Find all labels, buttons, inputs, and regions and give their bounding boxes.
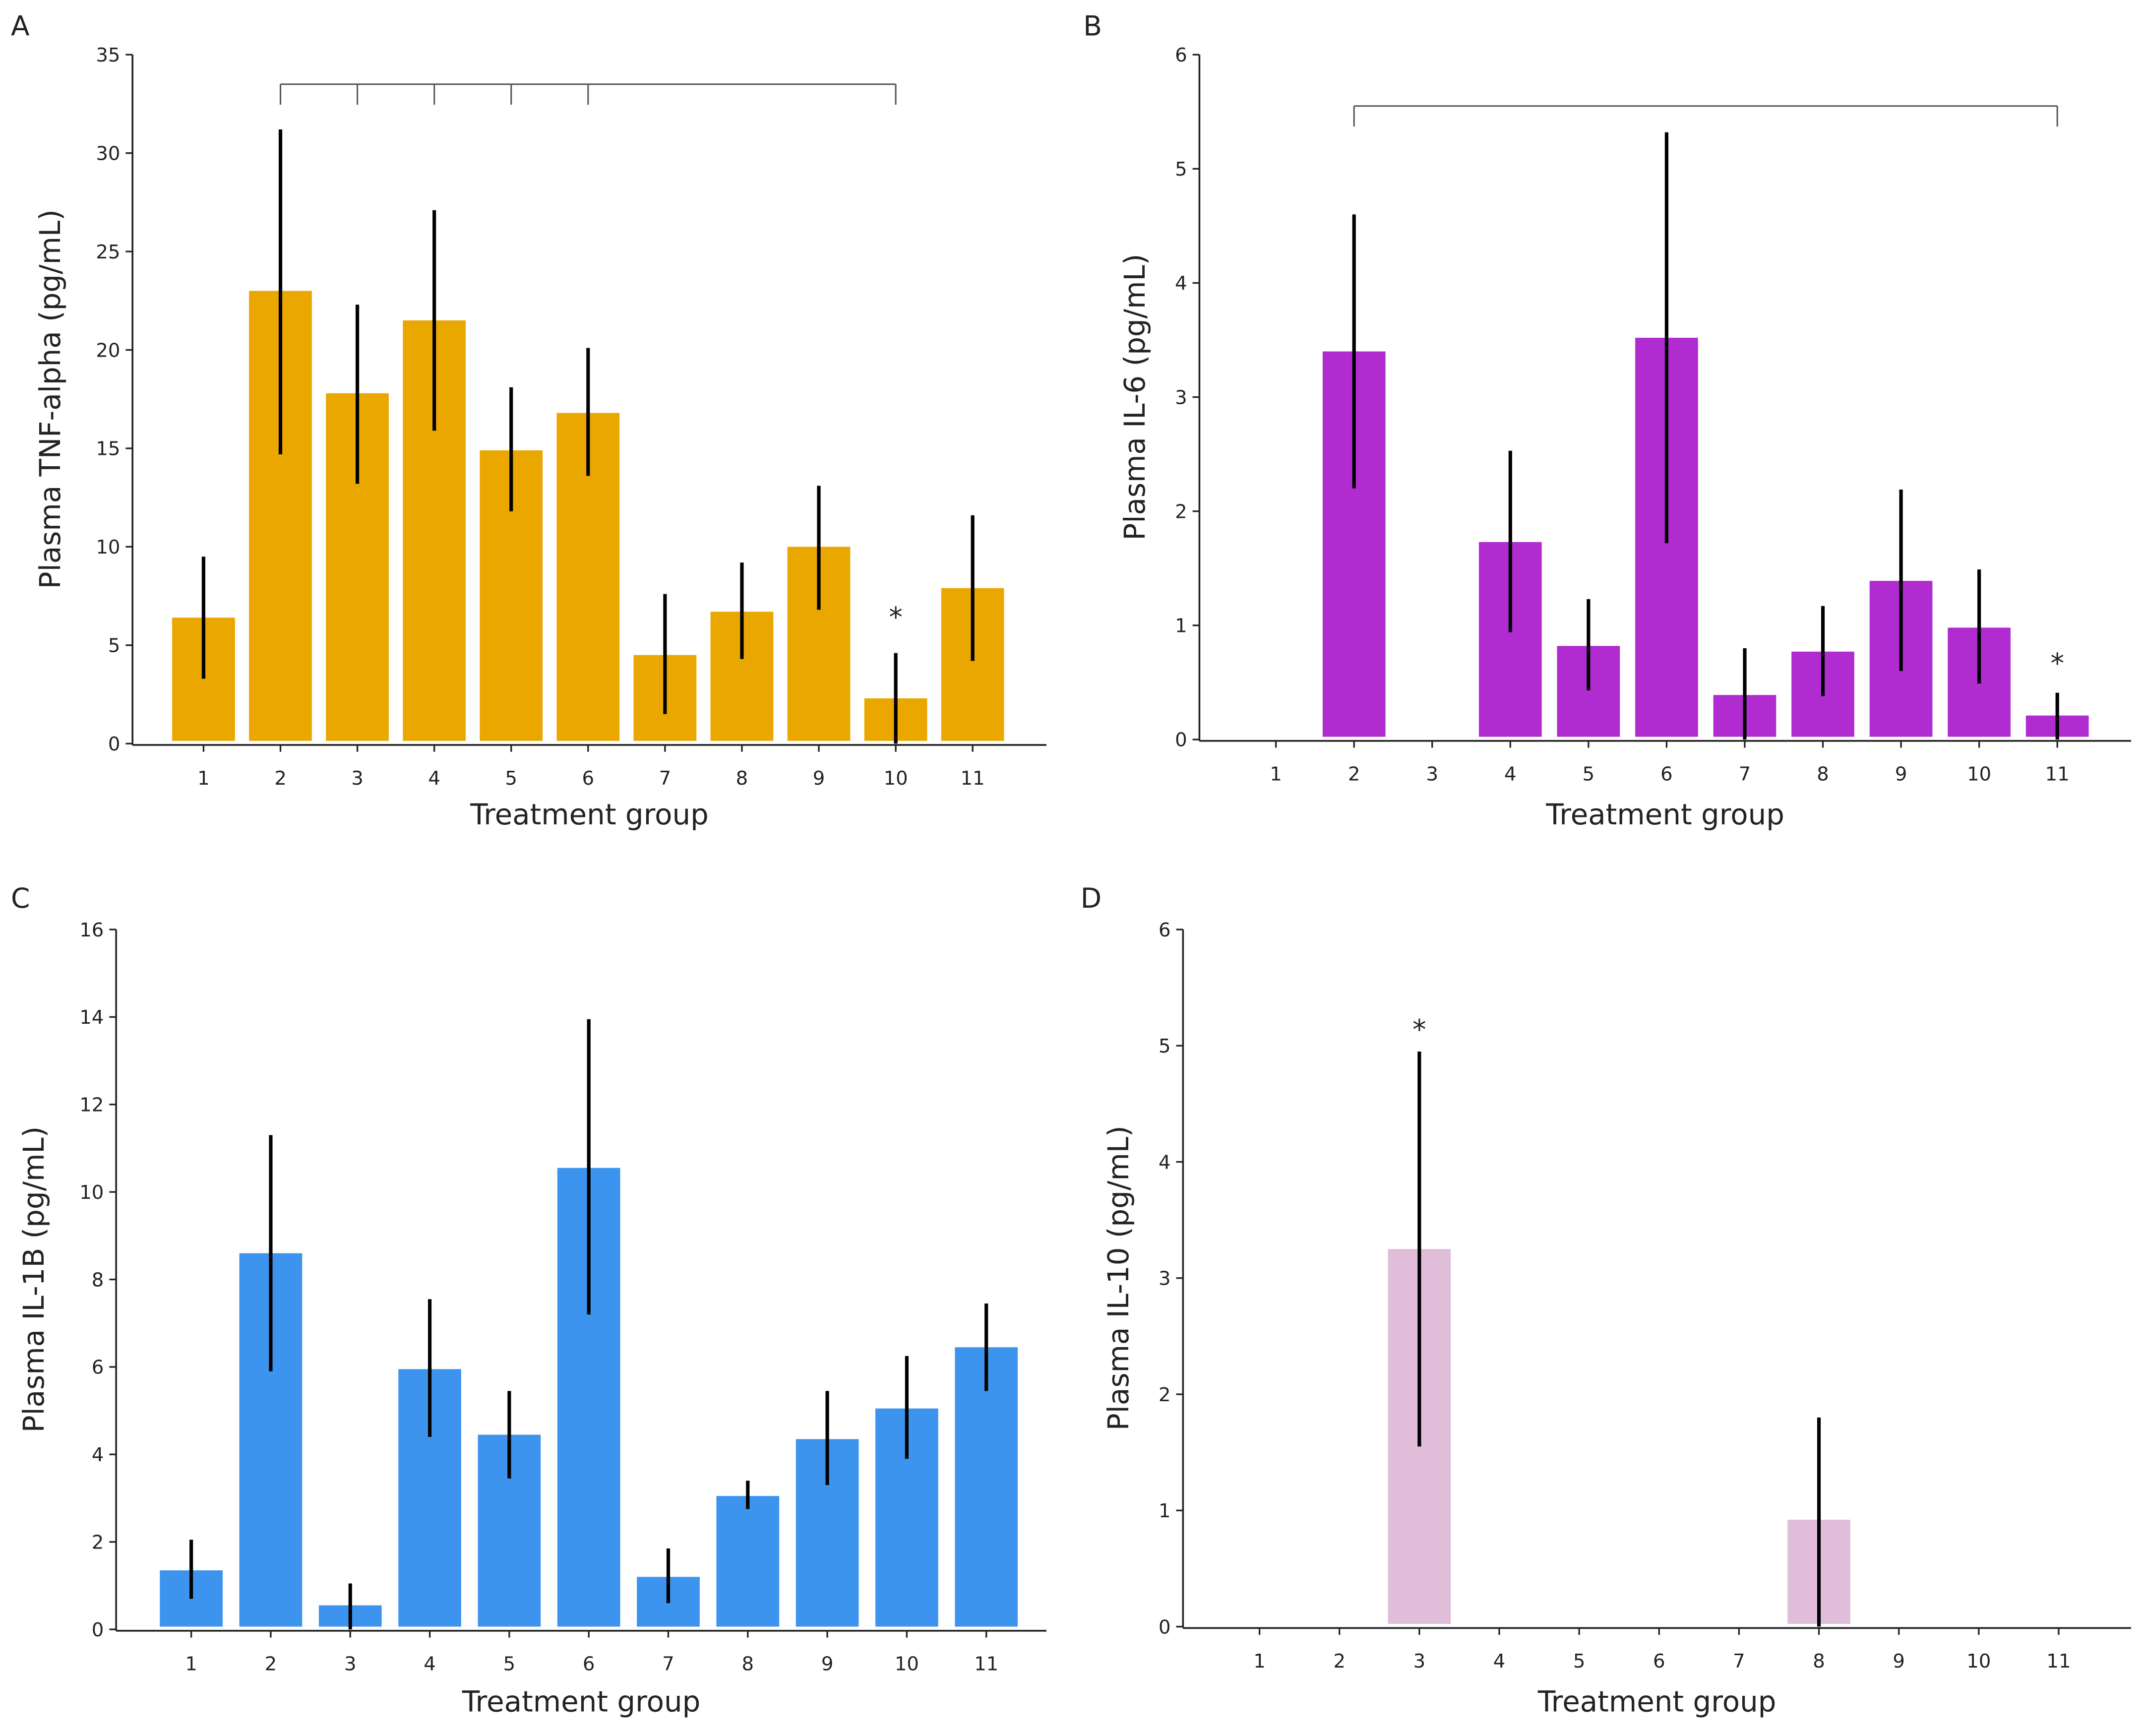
x-tick-label: 2 <box>1333 1650 1346 1673</box>
y-tick-label: 2 <box>1159 1384 1171 1406</box>
y-axis-label: Plasma TNF-alpha (pg/mL) <box>33 209 67 589</box>
y-tick-label: 2 <box>1175 500 1187 523</box>
y-tick-label: 30 <box>96 142 120 165</box>
bar <box>716 1496 780 1627</box>
panel-letter: B <box>1083 10 1102 42</box>
y-tick-label: 14 <box>79 1006 104 1029</box>
x-tick-label: 8 <box>742 1653 754 1675</box>
bar <box>955 1347 1018 1627</box>
y-tick-label: 1 <box>1159 1500 1171 1522</box>
significance-star: * <box>1412 1014 1426 1046</box>
panel-letter: A <box>11 10 30 42</box>
y-tick-label: 5 <box>1175 158 1187 181</box>
y-tick-label: 20 <box>96 339 120 362</box>
x-tick-label: 6 <box>582 767 595 790</box>
x-tick-label: 10 <box>884 767 908 790</box>
x-axis-label: Treatment group <box>1537 1684 1776 1718</box>
x-tick-label: 10 <box>895 1653 919 1675</box>
x-tick-label: 7 <box>659 767 672 790</box>
y-tick-label: 0 <box>92 1619 104 1641</box>
y-tick-label: 25 <box>96 241 120 263</box>
panel-b: B 0 1 2 3 4 5 6 1 2 3 4 5 6 7 8 9 10 11 Treatment group Plas… <box>1083 10 2131 831</box>
y-tick-label: 4 <box>92 1444 104 1466</box>
x-tick-label: 11 <box>961 767 985 790</box>
x-axis-label: Treatment group <box>462 1684 701 1718</box>
y-axis-label: Plasma IL-10 (pg/mL) <box>1102 1125 1135 1430</box>
x-tick-label: 6 <box>1660 763 1673 786</box>
y-tick-label: 0 <box>108 733 121 755</box>
x-tick-label: 4 <box>1504 763 1517 786</box>
x-axis-label: Treatment group <box>470 798 709 831</box>
x-tick-label: 4 <box>428 767 440 790</box>
y-tick-label: 10 <box>96 536 120 558</box>
significance-star: * <box>2050 647 2064 679</box>
x-tick-label: 7 <box>662 1653 674 1675</box>
y-tick-label: 3 <box>1159 1268 1171 1290</box>
x-tick-label: 8 <box>1817 763 1829 786</box>
x-tick-label: 9 <box>821 1653 834 1675</box>
panel-d: D 0 1 2 3 4 5 6 1 2 3 4 5 6 7 8 9 10 11 Treatment group Plas… <box>1081 882 2131 1718</box>
y-tick-label: 1 <box>1175 615 1187 637</box>
y-tick-label: 4 <box>1175 272 1187 295</box>
y-tick-label: 6 <box>1175 44 1187 66</box>
x-tick-label: 3 <box>1426 763 1439 786</box>
x-tick-label: 8 <box>1813 1650 1825 1673</box>
x-tick-label: 8 <box>736 767 748 790</box>
x-tick-label: 7 <box>1733 1650 1745 1673</box>
x-tick-label: 5 <box>505 767 517 790</box>
x-tick-label: 1 <box>1270 763 1282 786</box>
x-tick-label: 4 <box>424 1653 436 1675</box>
y-tick-label: 0 <box>1159 1616 1171 1638</box>
y-axis-label: Plasma IL-6 (pg/mL) <box>1118 254 1152 541</box>
x-tick-label: 11 <box>2045 763 2070 786</box>
x-tick-label: 1 <box>185 1653 197 1675</box>
x-tick-label: 2 <box>265 1653 277 1675</box>
significance-star: * <box>889 601 903 633</box>
x-tick-label: 3 <box>1413 1650 1426 1673</box>
y-tick-label: 6 <box>92 1357 104 1379</box>
x-tick-label: 11 <box>2046 1650 2071 1673</box>
y-tick-label: 4 <box>1159 1151 1171 1174</box>
x-tick-label: 2 <box>274 767 287 790</box>
y-tick-label: 2 <box>92 1531 104 1553</box>
panel-letter: D <box>1081 882 1102 914</box>
x-tick-label: 9 <box>1895 763 1907 786</box>
x-tick-label: 10 <box>1966 1650 1991 1673</box>
y-tick-label: 3 <box>1175 386 1187 409</box>
y-tick-label: 15 <box>96 438 120 460</box>
x-tick-label: 4 <box>1493 1650 1506 1673</box>
x-tick-label: 7 <box>1739 763 1751 786</box>
y-tick-label: 10 <box>79 1181 104 1204</box>
x-tick-label: 9 <box>1893 1650 1905 1673</box>
y-tick-label: 12 <box>79 1094 104 1116</box>
x-tick-label: 2 <box>1348 763 1360 786</box>
x-tick-label: 1 <box>197 767 210 790</box>
y-tick-label: 5 <box>1159 1035 1171 1057</box>
x-tick-label: 3 <box>351 767 364 790</box>
panel-letter: C <box>11 882 30 914</box>
x-tick-label: 11 <box>974 1653 998 1675</box>
x-tick-label: 3 <box>344 1653 357 1675</box>
panel-a: A 0 5 10 15 20 25 30 35 1 2 3 4 5 6 7 8 9 10 11 Treatment gr… <box>11 10 1046 831</box>
y-tick-label: 0 <box>1175 729 1187 751</box>
x-tick-label: 5 <box>1573 1650 1586 1673</box>
y-tick-label: 8 <box>92 1269 104 1291</box>
x-tick-label: 9 <box>813 767 825 790</box>
x-tick-label: 6 <box>583 1653 595 1675</box>
x-tick-label: 5 <box>1583 763 1595 786</box>
x-axis-label: Treatment group <box>1545 798 1784 831</box>
y-tick-label: 5 <box>108 635 121 657</box>
y-axis-label: Plasma IL-1B (pg/mL) <box>17 1126 51 1433</box>
x-tick-label: 5 <box>503 1653 516 1675</box>
x-tick-label: 1 <box>1253 1650 1266 1673</box>
x-tick-label: 6 <box>1653 1650 1665 1673</box>
y-tick-label: 35 <box>96 44 120 66</box>
y-tick-label: 6 <box>1159 919 1171 941</box>
x-tick-label: 10 <box>1967 763 1991 786</box>
y-tick-label: 16 <box>79 919 104 941</box>
